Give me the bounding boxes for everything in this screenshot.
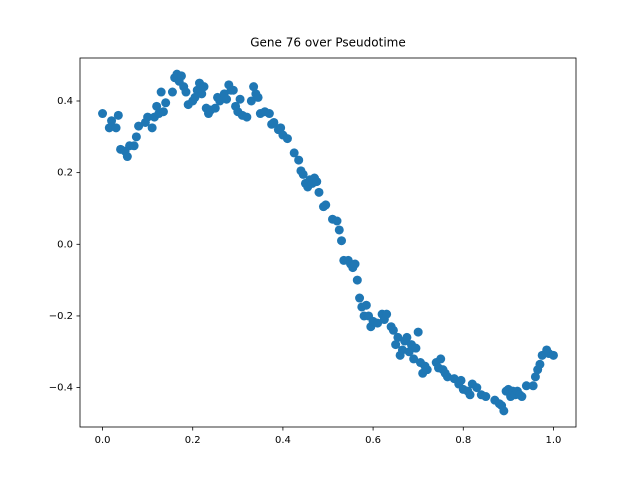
- point: [111, 123, 121, 133]
- point: [152, 101, 162, 111]
- point: [314, 187, 324, 197]
- point: [373, 318, 383, 328]
- point: [535, 359, 545, 369]
- point: [397, 345, 407, 355]
- point: [521, 381, 531, 391]
- point: [332, 216, 342, 226]
- point: [465, 390, 475, 400]
- y-tick-label: −0.4: [49, 383, 73, 394]
- x-tick-label: 0.8: [455, 435, 471, 446]
- chart-title: Gene 76 over Pseudotime: [250, 36, 405, 50]
- point: [107, 116, 117, 126]
- point: [210, 103, 220, 113]
- point: [312, 177, 322, 187]
- point: [246, 96, 256, 106]
- point: [235, 94, 245, 104]
- point: [113, 110, 123, 120]
- point: [350, 259, 360, 269]
- point: [298, 169, 308, 179]
- point: [122, 152, 132, 162]
- point: [228, 85, 238, 95]
- point: [402, 332, 412, 342]
- point: [472, 383, 482, 393]
- point: [361, 300, 371, 310]
- point: [289, 148, 299, 158]
- x-tick-label: 0.4: [275, 435, 291, 446]
- point: [249, 82, 259, 92]
- point: [199, 82, 209, 92]
- point: [481, 392, 491, 402]
- point: [269, 117, 279, 127]
- point: [156, 87, 166, 97]
- axes-frame: [79, 57, 577, 428]
- point: [337, 236, 347, 246]
- point: [276, 123, 286, 133]
- point: [413, 327, 423, 337]
- point: [242, 112, 252, 122]
- point: [391, 340, 401, 350]
- point: [294, 155, 304, 165]
- x-tick-label: 1.0: [546, 435, 562, 446]
- point: [215, 96, 225, 106]
- point: [517, 392, 527, 402]
- y-tick-label: 0.2: [57, 168, 73, 179]
- point: [282, 134, 292, 144]
- point: [442, 372, 452, 382]
- point: [382, 309, 392, 319]
- point: [352, 275, 362, 285]
- point: [167, 87, 177, 97]
- point: [134, 121, 144, 131]
- y-tick-label: 0.4: [57, 96, 73, 107]
- point: [158, 107, 168, 117]
- x-tick-label: 0.6: [365, 435, 381, 446]
- point: [528, 381, 538, 391]
- point: [197, 89, 207, 99]
- x-tick-label: 0.0: [95, 435, 111, 446]
- point: [190, 92, 200, 102]
- x-tick-label: 0.2: [185, 435, 201, 446]
- point: [393, 332, 403, 342]
- point: [334, 225, 344, 235]
- point: [176, 71, 186, 81]
- point: [411, 343, 421, 353]
- point: [355, 293, 365, 303]
- point: [264, 109, 274, 119]
- y-tick-label: −0.2: [49, 311, 73, 322]
- point: [499, 406, 509, 416]
- point: [104, 123, 114, 133]
- y-tick-label: 0.0: [57, 239, 73, 250]
- point: [253, 92, 263, 102]
- point: [422, 365, 432, 375]
- point: [388, 325, 398, 335]
- point: [181, 87, 191, 97]
- point: [143, 112, 153, 122]
- point: [161, 98, 171, 108]
- point: [409, 354, 419, 364]
- point: [98, 109, 108, 119]
- point: [321, 200, 331, 210]
- point: [131, 132, 141, 142]
- point: [147, 123, 157, 133]
- point: [129, 141, 139, 151]
- point: [456, 375, 466, 385]
- point: [222, 94, 232, 104]
- point: [530, 372, 540, 382]
- point: [548, 350, 558, 360]
- point: [436, 354, 446, 364]
- point: [404, 347, 414, 357]
